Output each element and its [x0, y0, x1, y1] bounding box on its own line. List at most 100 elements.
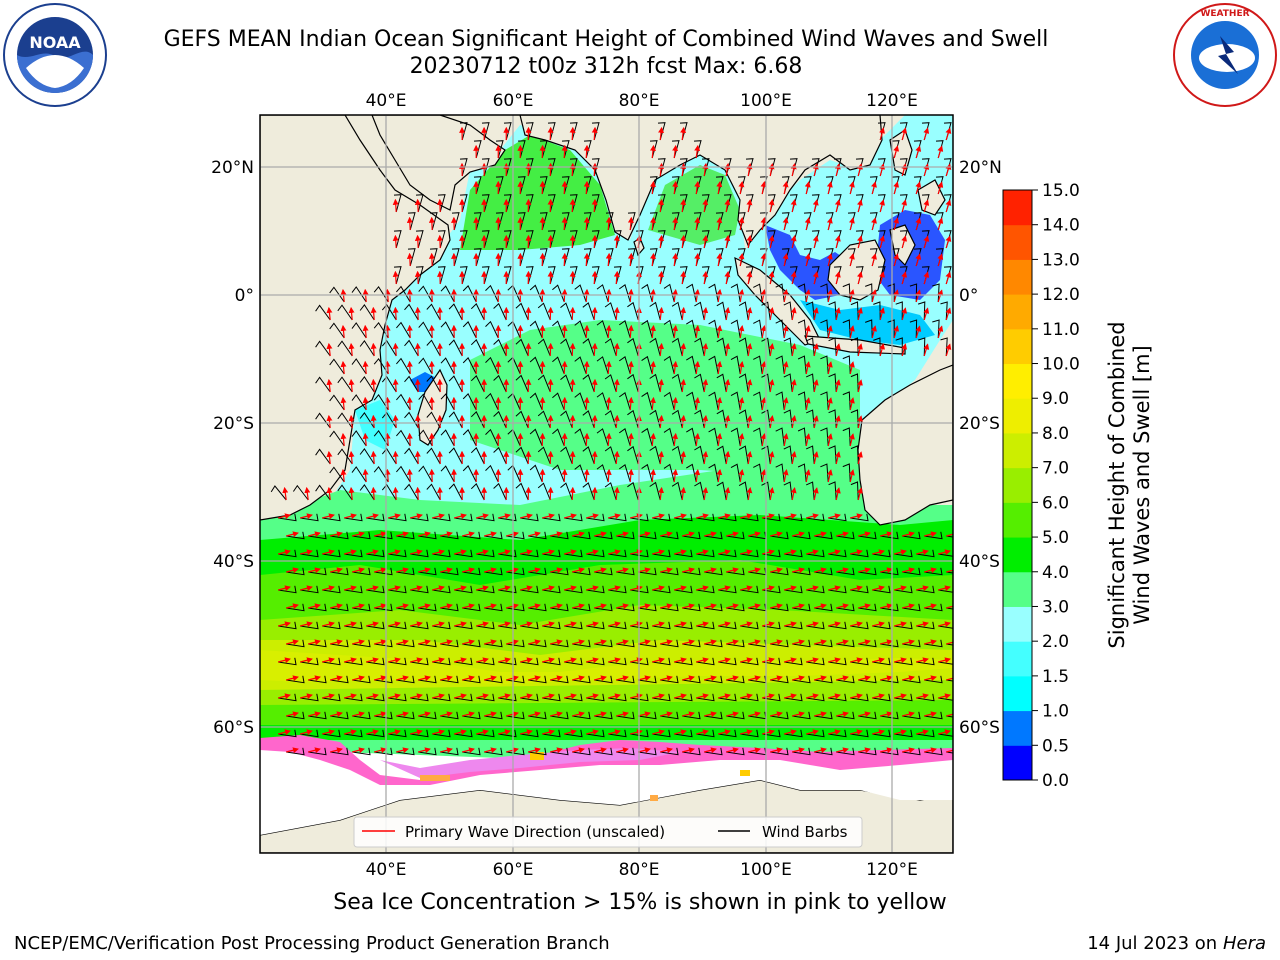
wave-direction-arrow [454, 513, 467, 520]
wind-barb [410, 585, 429, 594]
wave-direction-arrow [388, 621, 401, 628]
wind-barb [828, 481, 837, 501]
wind-barb [616, 567, 635, 576]
wind-barb [547, 266, 556, 285]
wind-barb [537, 302, 551, 321]
wave-direction-arrow [804, 289, 811, 303]
wave-direction-arrow [392, 450, 399, 465]
wind-barb [462, 567, 481, 576]
colorbar-swatch [1003, 328, 1032, 365]
wind-barb [528, 603, 547, 612]
wave-direction-arrow [790, 379, 797, 393]
wind-barb [604, 482, 617, 501]
wind-barb [820, 391, 829, 411]
wind-barb [322, 657, 341, 666]
wave-direction-arrow [716, 252, 723, 267]
wind-barb [850, 729, 869, 738]
wave-direction-arrow [746, 451, 753, 465]
wind-barb [459, 158, 468, 177]
wind-barb [814, 531, 833, 540]
wind-barb [528, 639, 547, 648]
wind-barb [278, 621, 297, 630]
wave-direction-arrow [362, 468, 369, 483]
colorbar-swatch [1003, 224, 1032, 260]
wind-barb [539, 176, 548, 195]
wind-barb [495, 248, 504, 267]
wind-barb [300, 585, 319, 594]
wind-barb [278, 657, 297, 666]
wind-barb [352, 675, 371, 684]
wind-barb [619, 427, 631, 447]
wind-barb [574, 464, 587, 483]
wave-direction-arrow [322, 621, 335, 628]
wind-barb [396, 531, 415, 540]
wind-barb [476, 621, 495, 630]
wind-barb [872, 621, 891, 630]
wave-direction-arrow [428, 288, 435, 303]
wind-barb [842, 355, 851, 375]
wind-barb [663, 283, 675, 303]
wind-barb [498, 657, 517, 666]
wind-barb [454, 621, 473, 630]
wind-barb [552, 464, 565, 483]
wind-barb [730, 463, 741, 483]
wind-barb [806, 729, 825, 738]
wind-barb [850, 513, 869, 522]
colorbar-swatch [1003, 502, 1032, 538]
lon-label-bottom: 80°E [619, 860, 660, 880]
wave-direction-arrow [724, 306, 731, 321]
wave-direction-arrow [724, 414, 731, 429]
credit-text: NCEP/EMC/Verification Post Processing Pr… [14, 933, 610, 954]
wind-barb [608, 549, 627, 558]
wind-barb [652, 657, 671, 666]
wave-direction-arrow [638, 531, 651, 538]
wind-barb [946, 571, 953, 574]
wave-direction-arrow [348, 486, 355, 501]
colorbar-tick-label: 10.0 [1042, 355, 1080, 375]
wind-barb [415, 194, 424, 213]
wind-barb [396, 639, 415, 648]
wave-direction-arrow [724, 234, 731, 249]
wave-direction-arrow [696, 621, 709, 628]
wind-barb [613, 230, 622, 249]
wave-direction-arrow [591, 306, 598, 321]
wind-barb [564, 549, 583, 558]
wind-barb [880, 711, 899, 720]
wind-barb [938, 661, 953, 665]
wave-direction-arrow [572, 603, 585, 610]
wave-direction-arrow [716, 180, 723, 195]
wind-barb [630, 549, 649, 558]
wind-barb [850, 621, 869, 630]
wind-barb [432, 657, 451, 666]
wind-barb [525, 230, 534, 249]
wind-barb [850, 481, 859, 501]
wind-barb [704, 747, 723, 756]
wave-direction-arrow [591, 234, 598, 249]
wave-direction-arrow [583, 252, 590, 267]
wave-direction-arrow [694, 324, 701, 339]
wave-direction-arrow [594, 603, 607, 610]
wind-barb [894, 585, 913, 594]
wind-barb [701, 194, 710, 213]
wind-barb [740, 657, 759, 666]
wind-barb [432, 513, 451, 522]
wave-direction-arrow [406, 468, 413, 483]
wind-barb [797, 319, 807, 339]
wind-barb [351, 394, 367, 411]
wind-barb [396, 603, 415, 612]
wind-barb [506, 711, 525, 720]
wave-direction-arrow [879, 127, 885, 141]
wind-barb [359, 448, 375, 465]
wave-direction-arrow [858, 567, 871, 574]
wind-barb [775, 463, 785, 483]
wind-barb [718, 693, 737, 702]
wave-direction-arrow [608, 513, 621, 520]
wind-barb [564, 657, 583, 666]
wave-direction-arrow [746, 487, 753, 501]
legend-wave-label: Primary Wave Direction (unscaled) [405, 823, 665, 841]
wave-direction-arrow [716, 288, 723, 303]
wave-direction-arrow [746, 199, 753, 213]
wave-direction-arrow [658, 378, 665, 393]
wind-barb [366, 621, 385, 630]
wind-barb [330, 531, 349, 540]
